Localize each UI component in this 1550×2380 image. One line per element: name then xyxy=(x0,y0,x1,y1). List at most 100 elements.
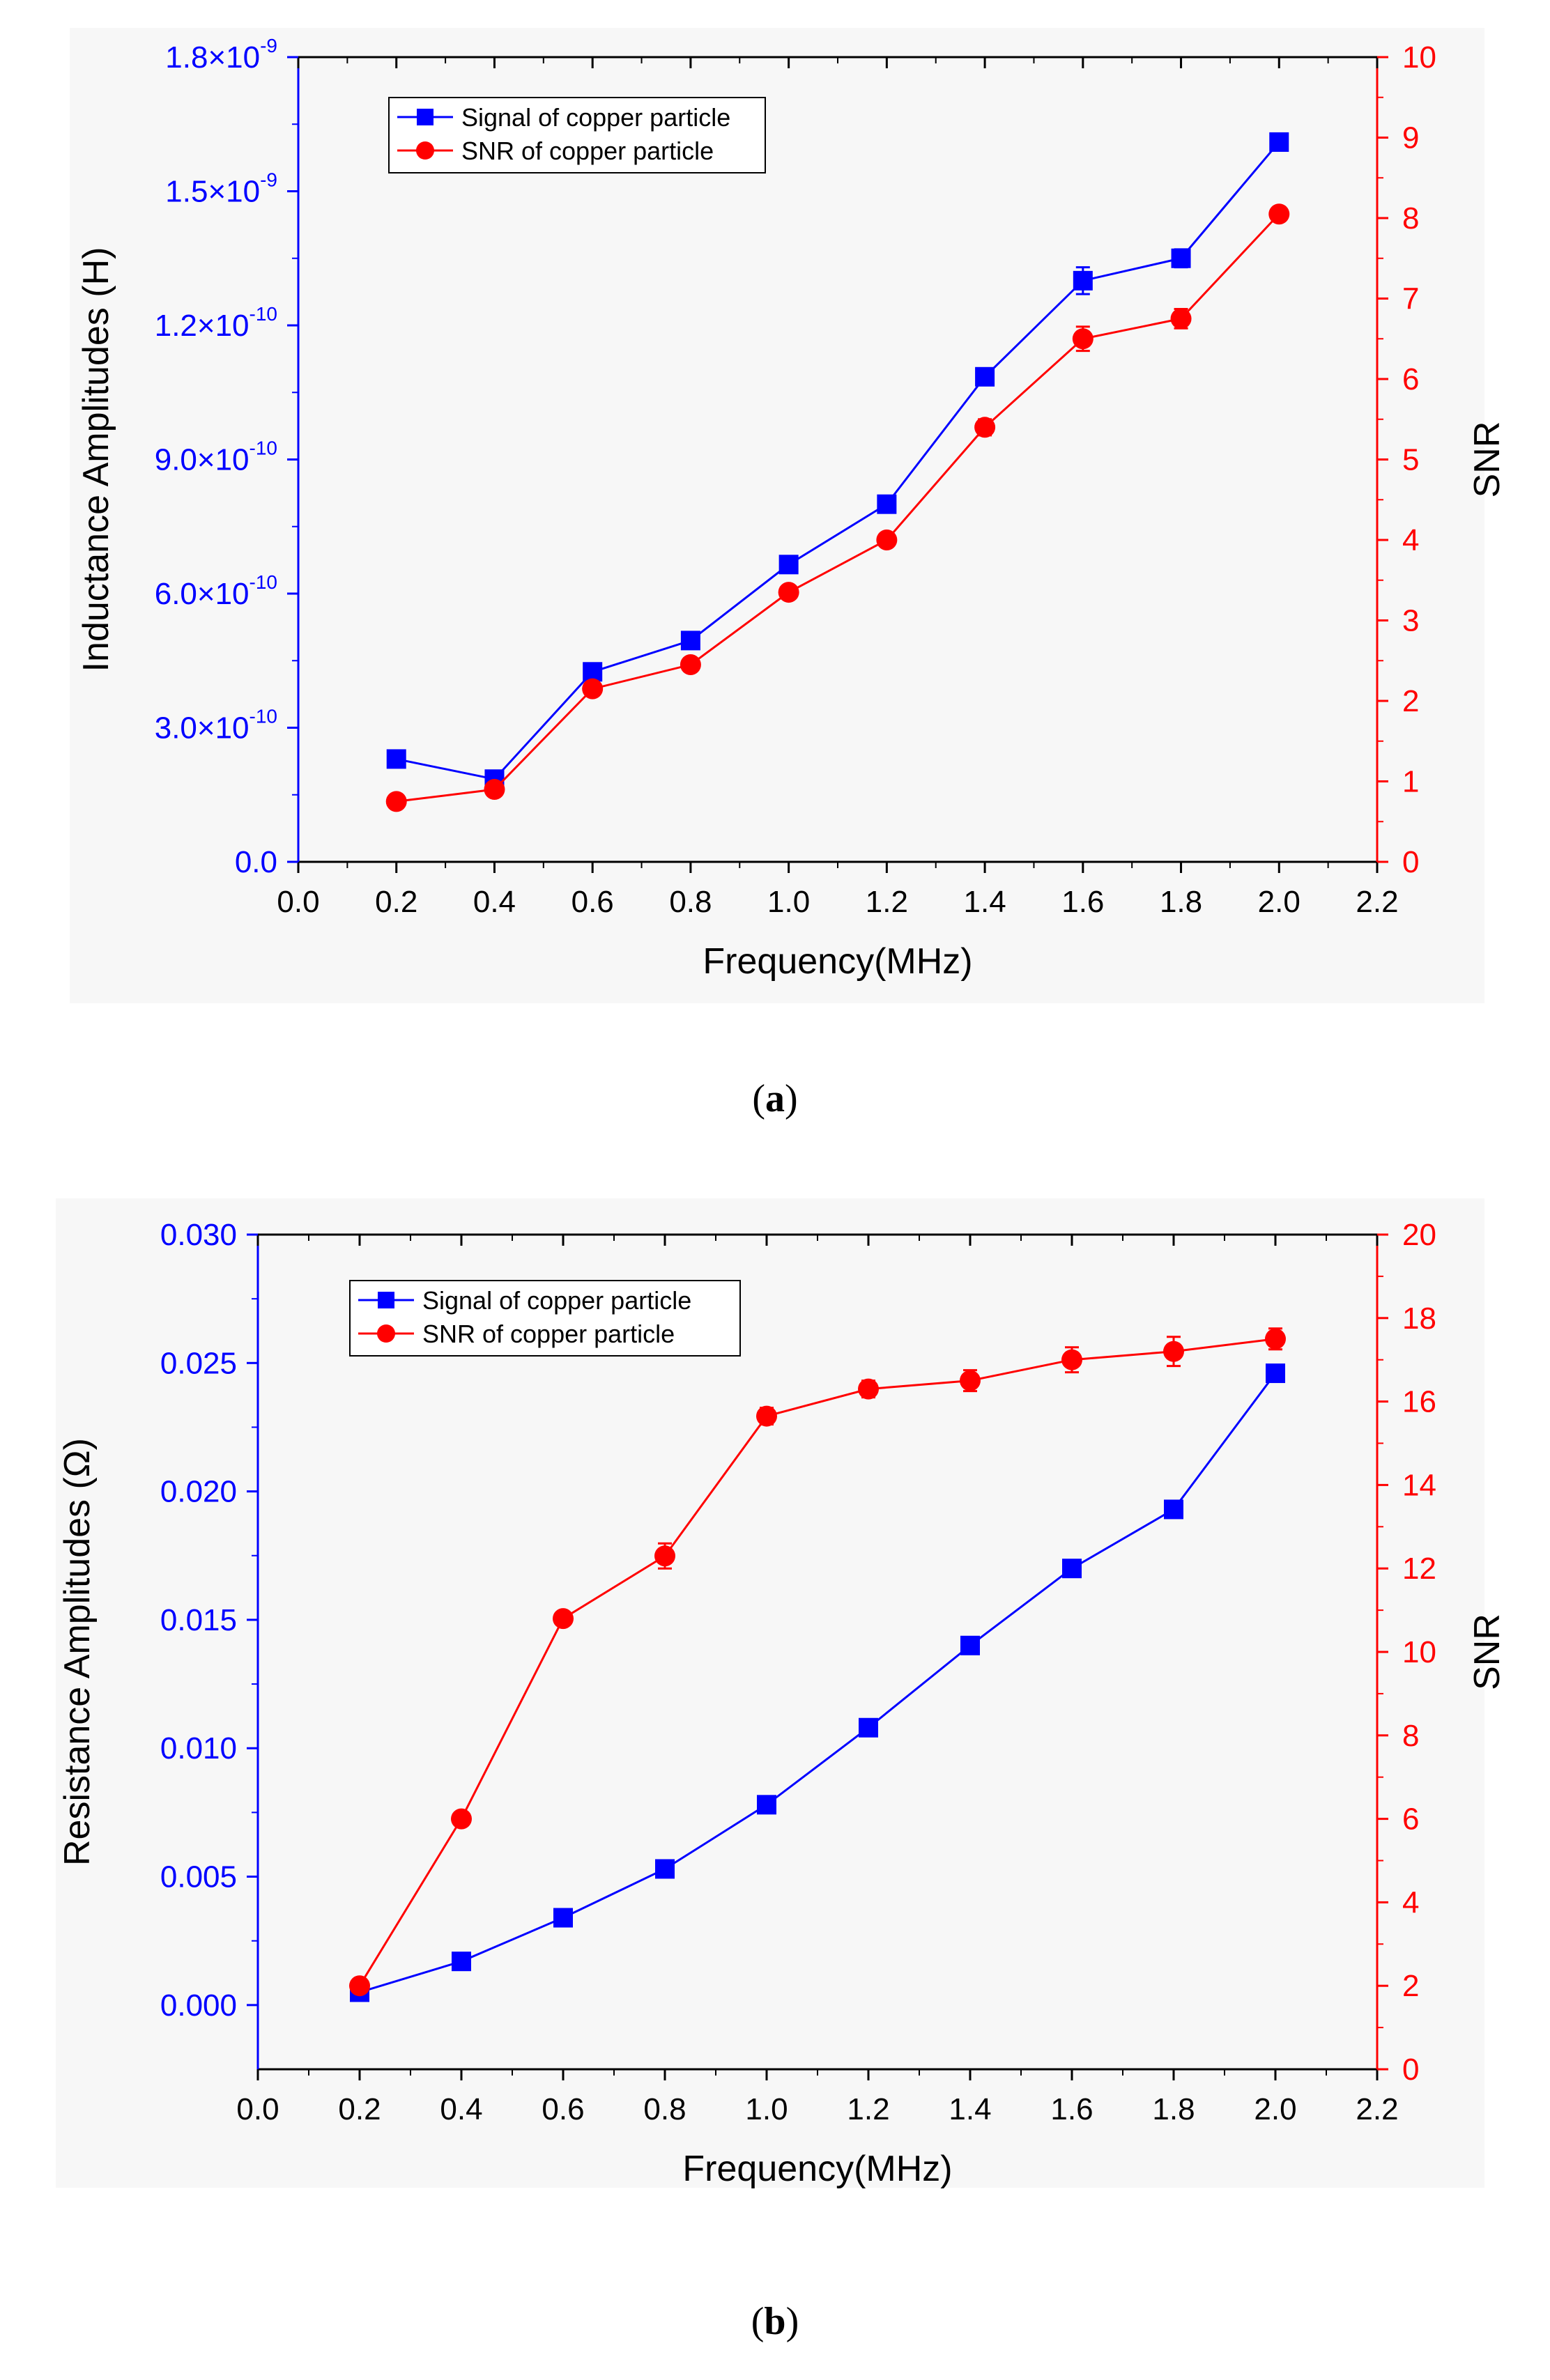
y-left-tick-label: 0.025 xyxy=(160,1346,237,1380)
data-point-snr xyxy=(349,1975,370,1997)
data-point-signal xyxy=(386,749,406,769)
tick-mantissa: 9.0×10 xyxy=(155,443,250,477)
caption-a-label: a xyxy=(765,1077,785,1120)
data-point-signal xyxy=(778,555,799,575)
y-right-tick-label: 1 xyxy=(1402,765,1419,799)
x-tick-label: 0.0 xyxy=(236,2092,279,2126)
data-point-snr xyxy=(484,779,505,801)
x-tick-label: 2.0 xyxy=(1254,2092,1296,2126)
y-right-tick-label: 10 xyxy=(1402,40,1436,75)
x-tick-label: 2.2 xyxy=(1356,2092,1398,2126)
y-right-tick-label: 2 xyxy=(1402,1969,1419,2003)
y-left-axis-label: Inductance Amplitudes (H) xyxy=(76,247,116,672)
legend-marker-signal xyxy=(378,1292,394,1308)
x-tick-label: 2.0 xyxy=(1258,885,1300,919)
y-right-tick-label: 0 xyxy=(1402,845,1419,879)
legend-marker-snr xyxy=(416,141,434,160)
y-right-tick-label: 4 xyxy=(1402,1885,1419,1919)
caption-b: (b) xyxy=(751,2300,799,2343)
tick-exponent: -10 xyxy=(250,706,277,727)
y-left-tick-label: 0.030 xyxy=(160,1218,237,1252)
data-point-signal xyxy=(975,366,995,387)
chart-a: 0.0 0.2 0.4 0.6 0.8 1.0 1.2 1.4 1.6 1.8 2.0 2.2 0.0 3… xyxy=(76,35,1507,982)
y-left-tick-label: 0.010 xyxy=(160,1731,237,1765)
y-right-tick-label: 3 xyxy=(1402,604,1419,638)
tick-exponent: -10 xyxy=(250,571,277,593)
y-right-tick-label: 0 xyxy=(1402,2053,1419,2087)
legend-label: SNR of copper particle xyxy=(422,1320,675,1348)
x-tick-label: 0.2 xyxy=(375,885,417,919)
y-right-tick-label: 2 xyxy=(1402,684,1419,718)
x-axis-label: Frequency(MHz) xyxy=(682,2149,952,2189)
tick-mantissa: 6.0×10 xyxy=(155,577,250,611)
legend-label: Signal of copper particle xyxy=(461,103,730,132)
data-point-snr xyxy=(1061,1349,1082,1370)
x-tick-label: 1.2 xyxy=(847,2092,889,2126)
y-right-tick-label: 6 xyxy=(1402,1802,1419,1837)
data-point-signal xyxy=(1171,248,1191,268)
tick-mantissa: 3.0×10 xyxy=(155,711,250,745)
data-point-snr xyxy=(778,582,799,603)
data-point-signal xyxy=(583,662,603,682)
data-point-snr xyxy=(385,791,407,812)
x-tick-label: 0.4 xyxy=(473,885,516,919)
data-point-signal xyxy=(877,494,897,514)
tick-exponent: -10 xyxy=(250,303,277,325)
legend-box xyxy=(388,97,766,173)
x-tick-label: 1.2 xyxy=(866,885,908,919)
x-tick-label: 1.0 xyxy=(745,2092,788,2126)
data-point-snr xyxy=(1265,1328,1286,1350)
y-right-tick-label: 18 xyxy=(1402,1301,1436,1336)
data-point-snr xyxy=(680,654,701,676)
y-right-tick-label: 7 xyxy=(1402,282,1419,316)
data-point-signal xyxy=(1164,1499,1183,1520)
x-tick-label: 0.0 xyxy=(277,885,319,919)
y-left-tick-label: 0.000 xyxy=(160,1988,237,2023)
y-right-axis-label: SNR xyxy=(1467,422,1507,498)
legend-label: Signal of copper particle xyxy=(422,1286,691,1315)
legend-marker-signal xyxy=(417,109,433,125)
x-tick-label: 1.8 xyxy=(1152,2092,1195,2126)
tick-mantissa: 1.8×10 xyxy=(165,40,260,75)
data-point-snr xyxy=(960,1370,981,1391)
x-tick-label: 0.8 xyxy=(643,2092,686,2126)
chart-b-background xyxy=(56,1198,1484,2188)
data-point-snr xyxy=(1163,1340,1184,1362)
tick-exponent: -9 xyxy=(260,35,277,56)
x-tick-label: 1.8 xyxy=(1160,885,1202,919)
legend-marker-snr xyxy=(377,1324,395,1343)
data-point-signal xyxy=(1269,132,1289,152)
series-line-snr xyxy=(358,1338,1276,1986)
y-right-tick-label: 6 xyxy=(1402,362,1419,396)
y-left-axis-label: Resistance Amplitudes (Ω) xyxy=(57,1438,98,1866)
y-right-tick-label: 4 xyxy=(1402,523,1419,557)
y-right-tick-label: 14 xyxy=(1402,1468,1436,1502)
legend-label: SNR of copper particle xyxy=(461,137,714,165)
data-point-signal xyxy=(960,1635,980,1655)
data-point-signal xyxy=(1266,1363,1285,1384)
x-tick-label: 1.6 xyxy=(1050,2092,1093,2126)
data-point-signal xyxy=(680,631,700,651)
data-point-snr xyxy=(974,417,996,438)
y-left-tick-label: 1.8×10-9 xyxy=(165,35,277,75)
data-point-snr xyxy=(1268,203,1290,225)
x-tick-label: 0.8 xyxy=(669,885,712,919)
tick-mantissa: 1.2×10 xyxy=(155,309,250,343)
y-left-tick-label: 9.0×10-10 xyxy=(155,438,277,477)
y-right-axis-label: SNR xyxy=(1467,1614,1507,1690)
data-point-signal xyxy=(452,1952,471,1972)
y-right-tick-label: 8 xyxy=(1402,1719,1419,1753)
data-point-snr xyxy=(876,530,898,550)
y-left-tick-label: 6.0×10-10 xyxy=(155,571,277,611)
data-point-snr xyxy=(654,1545,675,1567)
y-right-tick-label: 5 xyxy=(1402,443,1419,477)
tick-exponent: -9 xyxy=(260,169,277,191)
caption-a: (a) xyxy=(752,1077,798,1120)
y-right-tick-label: 16 xyxy=(1402,1385,1436,1419)
x-axis-label: Frequency(MHz) xyxy=(703,941,972,982)
tick-mantissa: 1.5×10 xyxy=(165,175,260,209)
chart-a-background xyxy=(70,28,1484,1003)
data-point-signal xyxy=(859,1717,878,1738)
data-point-signal xyxy=(1073,270,1093,291)
y-left-tick-label: 0.015 xyxy=(160,1603,237,1637)
